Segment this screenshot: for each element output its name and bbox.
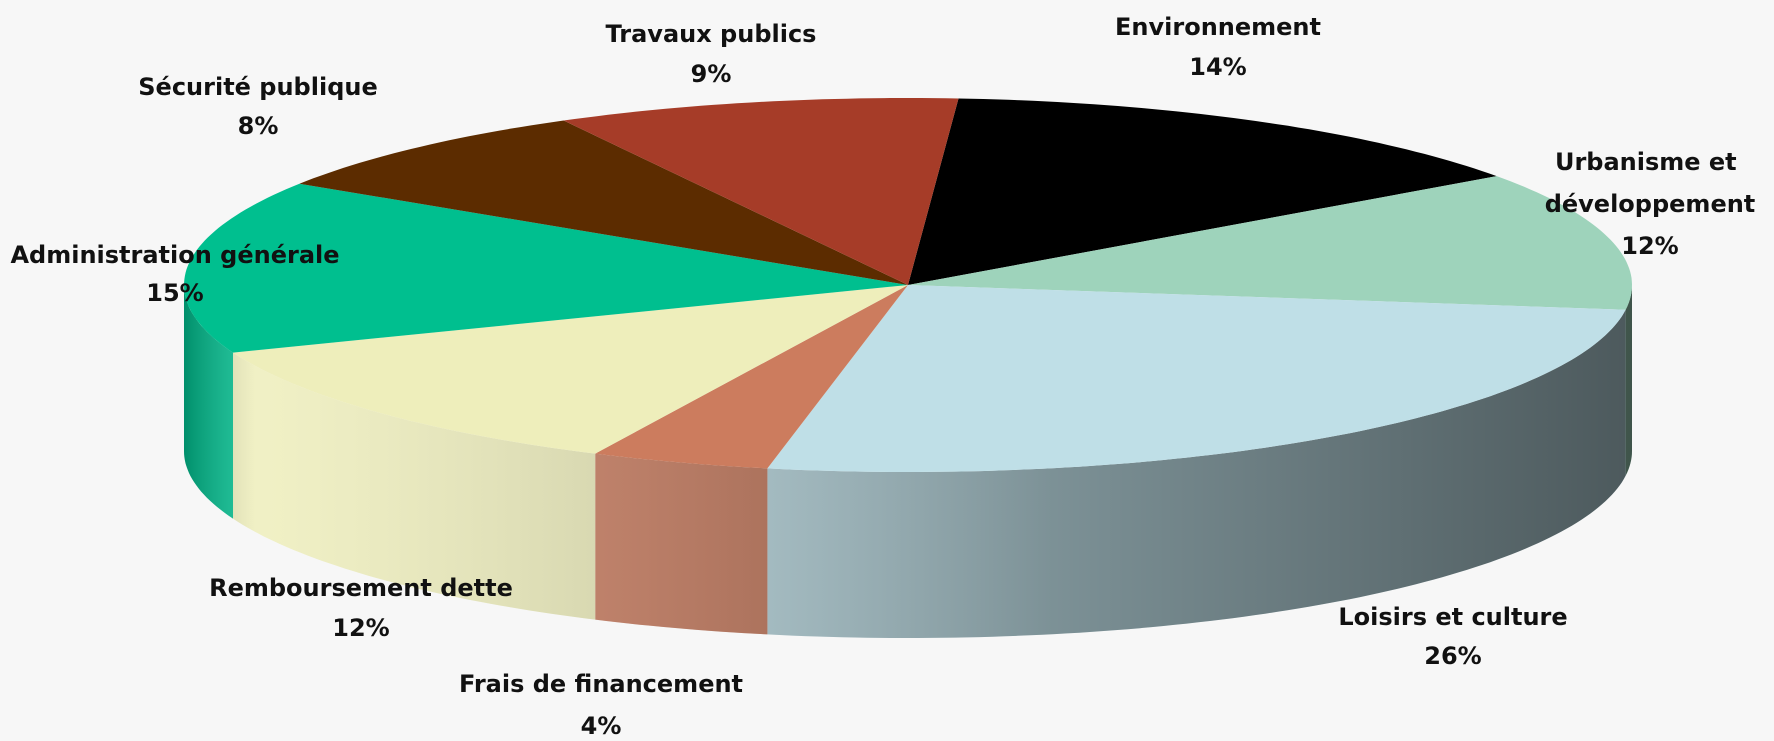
slice-label: Frais de financement [459,670,743,698]
pie-tops [184,98,1632,472]
slice [908,98,1497,285]
slice [184,183,908,353]
slice [233,285,908,454]
slice [908,176,1632,310]
slice-value-label: 15% [146,279,203,307]
slice-label: Administration générale [10,241,339,269]
slice-side-shade [1625,285,1632,476]
slice [563,98,959,285]
slice-side-shade [595,453,768,635]
slice [299,120,908,285]
slice-label: Travaux publics [606,20,817,48]
slice-value-label: 4% [581,712,622,740]
slice-value-label: 14% [1189,53,1246,81]
slice-value-label: 26% [1424,642,1481,670]
slice-value-label: 12% [1621,232,1678,260]
slice-value-label: 8% [238,112,279,140]
slice-value-label: 12% [332,614,389,642]
slice-label: Urbanisme et développement [1545,148,1756,218]
slice-label: Environnement [1115,13,1321,41]
slice-side-shade [233,352,596,620]
slice-label: Remboursement dette [209,574,513,602]
slice [595,285,908,469]
slice-side-shade [767,309,1626,638]
slice-side-shade [184,285,233,519]
slice [767,285,1626,472]
slice-label: Sécurité publique [138,73,377,101]
pie-sides [184,285,1632,638]
slice-label: Loisirs et culture [1338,603,1567,631]
slice-value-label: 9% [691,60,732,88]
